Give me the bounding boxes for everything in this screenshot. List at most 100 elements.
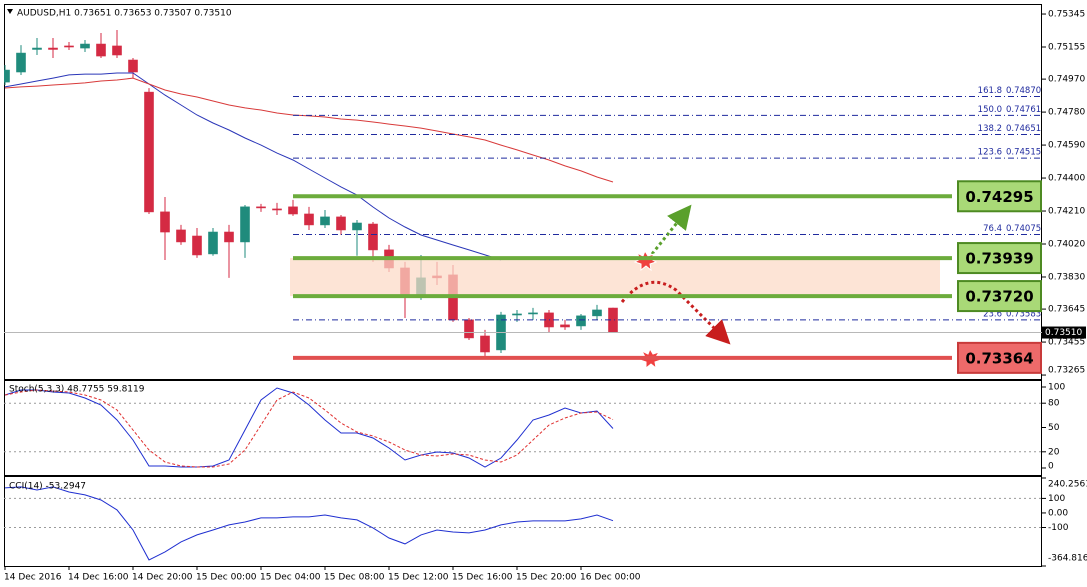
moving-average — [4, 77, 614, 183]
level-label: 0.73720 — [965, 288, 1033, 306]
candle-body — [256, 206, 266, 209]
x-tick-label: 15 Dec 08:00 — [324, 573, 385, 583]
y-tick-label: -364.8163 — [1048, 554, 1087, 564]
moving-average — [4, 72, 502, 261]
candle-body — [464, 319, 474, 339]
candle-body — [592, 309, 602, 317]
fib-ratio: 138.2 — [978, 124, 1002, 134]
panel-title: CCI(14) -53.2947 — [9, 482, 86, 492]
y-tick-label: 20 — [1048, 447, 1060, 457]
y-tick-label: 0.74400 — [1048, 174, 1085, 184]
candle-body — [80, 43, 90, 49]
candle-body — [368, 223, 378, 251]
candle-body — [480, 335, 490, 353]
candle-body — [336, 216, 346, 231]
candle-body — [288, 206, 298, 215]
y-tick-label: 0.73830 — [1048, 272, 1085, 282]
candle-body — [16, 52, 26, 73]
fib-ratio: 76.4 — [983, 224, 1002, 234]
candle-body — [560, 324, 570, 328]
candle-body — [176, 229, 186, 243]
y-tick-label: 0.00 — [1048, 508, 1068, 518]
x-tick-label: 15 Dec 00:00 — [196, 573, 257, 583]
candle-body — [96, 43, 106, 57]
y-tick-label: 100 — [1048, 494, 1065, 504]
level-box — [957, 180, 1042, 213]
x-tick-label: 14 Dec 16:00 — [68, 573, 129, 583]
stoch-panel — [4, 380, 1042, 476]
last-price-box — [1042, 326, 1086, 339]
stoch-plot — [4, 387, 1042, 468]
candle-body — [128, 59, 138, 73]
up-arrow — [650, 204, 692, 255]
y-tick-label: 100 — [1048, 383, 1065, 393]
x-tick-label: 16 Dec 00:00 — [580, 573, 641, 583]
x-tick-label: 14 Dec 20:00 — [132, 573, 193, 583]
last-price-label: 0.73510 — [1045, 328, 1082, 338]
y-tick-label: 80 — [1048, 399, 1060, 409]
symbol-menu-icon — [7, 9, 13, 14]
y-tick-label: 240.2561 — [1048, 480, 1087, 490]
zone — [290, 258, 940, 297]
y-tick-label: 0.74210 — [1048, 207, 1085, 217]
fib-price: 0.74761 — [1006, 105, 1041, 115]
candle-body — [64, 45, 74, 48]
candle-body — [272, 208, 282, 211]
candle-body — [112, 45, 122, 56]
fib-price: 0.74651 — [1006, 124, 1041, 134]
x-tick-label: 15 Dec 12:00 — [388, 573, 449, 583]
y-tick-label: 0.74780 — [1048, 108, 1085, 118]
level-label: 0.74295 — [965, 188, 1033, 206]
candle-body — [224, 231, 234, 243]
fib-price: 0.74515 — [1006, 148, 1041, 158]
y-tick-label: 0 — [1048, 462, 1054, 472]
y-tick-label: 0.73645 — [1048, 305, 1085, 315]
fib-price: 0.74075 — [1006, 224, 1041, 234]
indicator-line — [4, 389, 614, 468]
level-box — [957, 341, 1042, 374]
fib-ratio: 161.8 — [978, 86, 1002, 96]
y-tick-label: 0.75155 — [1048, 43, 1085, 53]
candle-body — [320, 216, 330, 226]
candle-body — [528, 312, 538, 315]
indicator-line — [4, 486, 614, 561]
fib-price: 0.73583 — [1006, 309, 1041, 319]
y-tick-label: 0.74590 — [1048, 141, 1085, 151]
x-tick-label: 14 Dec 2016 — [4, 573, 62, 583]
x-tick-label: 15 Dec 16:00 — [452, 573, 513, 583]
y-tick-label: 0.73455 — [1048, 338, 1085, 348]
cci-plot — [4, 486, 1042, 561]
candle-body — [304, 213, 314, 226]
y-tick-label: -100 — [1048, 523, 1069, 533]
main-plot — [4, 29, 1042, 356]
y-tick-label: 0.74970 — [1048, 75, 1085, 85]
candle-body — [48, 47, 58, 50]
panel-title: Stoch(5,3,3) 48.7755 59.8119 — [9, 385, 145, 395]
x-tick-label: 15 Dec 04:00 — [260, 573, 321, 583]
candle-body — [576, 315, 586, 327]
breakout-star — [633, 249, 658, 272]
candle-body — [352, 222, 362, 231]
fib-price: 0.74870 — [1006, 86, 1041, 96]
level-label: 0.73939 — [965, 250, 1033, 268]
x-tick-label: 15 Dec 20:00 — [516, 573, 577, 583]
candle-body — [144, 91, 154, 213]
candle-body — [208, 231, 218, 255]
candle-body — [512, 313, 522, 316]
level-label: 0.73364 — [965, 349, 1033, 367]
y-tick-label: 0.73265 — [1048, 366, 1085, 376]
level-box — [957, 280, 1042, 313]
fib-ratio: 23.6 — [983, 309, 1002, 319]
level-box — [957, 242, 1042, 275]
fib-ratio: 123.6 — [978, 148, 1002, 158]
candle-body — [4, 69, 10, 83]
y-tick-label: 0.75345 — [1048, 10, 1085, 20]
candle-body — [240, 206, 250, 243]
candle-body — [32, 47, 42, 50]
cci-panel — [4, 476, 1042, 567]
candle-body — [192, 235, 202, 256]
panel-title: AUDUSD,H1 0.73651 0.73653 0.73507 0.7351… — [17, 9, 232, 19]
y-tick-label: 0.74020 — [1048, 240, 1085, 250]
